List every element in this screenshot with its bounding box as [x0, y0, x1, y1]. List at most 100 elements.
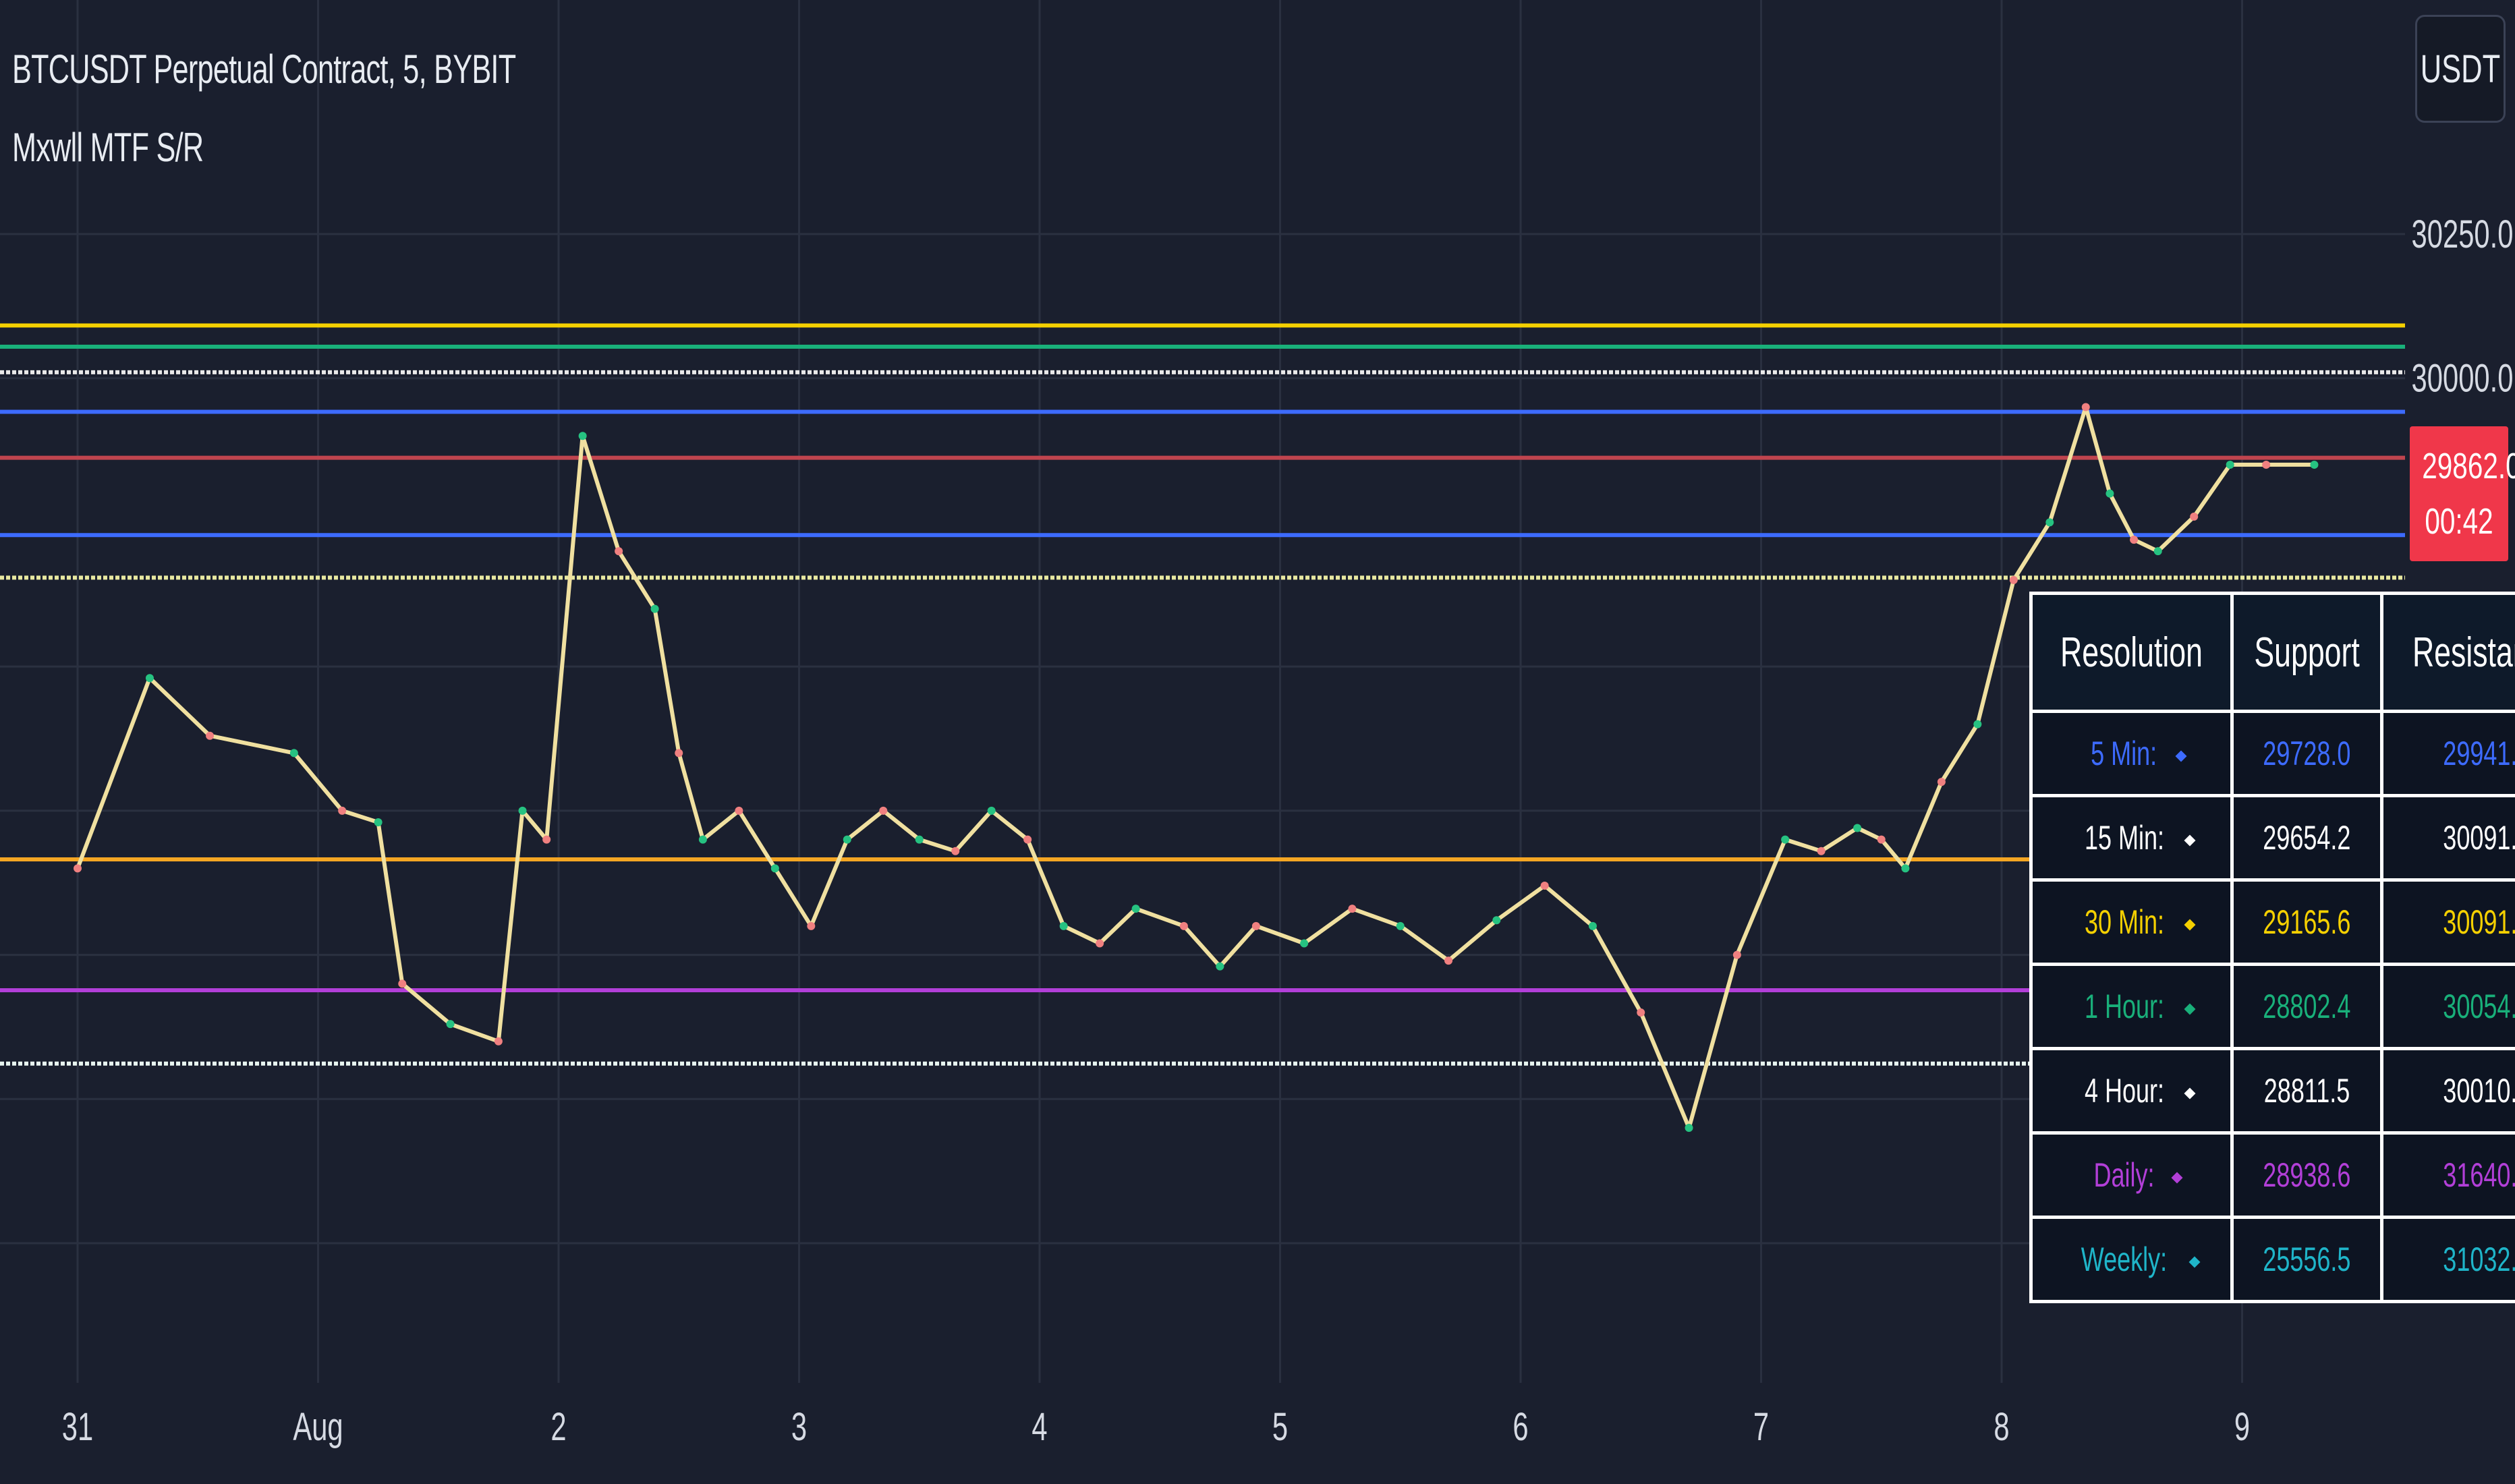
price-point: [1023, 835, 1032, 844]
price-point: [1937, 778, 1946, 787]
support-cell: 29728.0: [2230, 710, 2384, 797]
price-point: [1131, 905, 1140, 913]
diamond-icon: [2184, 1003, 2196, 1015]
price-point: [1637, 1008, 1645, 1017]
x-tick-label: 5: [1272, 1404, 1288, 1448]
price-point: [542, 835, 551, 844]
price-point: [338, 806, 347, 815]
price-point: [1588, 921, 1597, 930]
price-point: [1817, 847, 1826, 855]
price-point: [650, 604, 659, 613]
price-point: [1853, 824, 1862, 832]
price-point: [915, 835, 924, 844]
last-price-tag: 29862.0 00:42: [2410, 426, 2515, 561]
price-point: [770, 864, 779, 873]
price-point: [1732, 950, 1741, 959]
price-point: [74, 864, 82, 873]
price-point: [1685, 1124, 1693, 1133]
resistance-cell: 31032.7: [2380, 1216, 2515, 1303]
price-point: [987, 806, 996, 815]
currency-button-label: USDT: [2420, 47, 2501, 91]
x-tick-label: 2: [550, 1404, 566, 1448]
price-point: [2130, 536, 2139, 544]
chart-title: BTCUSDT Perpetual Contract, 5, BYBIT: [12, 47, 516, 92]
resolution-cell: 1 Hour:: [2029, 963, 2234, 1050]
support-cell: 25556.5: [2230, 1216, 2384, 1303]
x-tick-label: 6: [1513, 1404, 1528, 1448]
support-cell: 28938.6: [2230, 1131, 2384, 1219]
price-point: [1444, 957, 1453, 965]
x-tick-label: 3: [791, 1404, 807, 1448]
support-resistance-table: Resolution Support Resistance 5 Min:2972…: [2029, 592, 2515, 1303]
resistance-cell: 30054.7: [2380, 963, 2515, 1050]
diamond-icon: [2184, 919, 2196, 931]
resolution-cell: 5 Min:: [2029, 710, 2234, 797]
price-point: [1251, 921, 1260, 930]
price-point: [2045, 518, 2054, 527]
y-tick-label: 30000.0: [2412, 356, 2514, 400]
resolution-cell: Weekly:: [2029, 1216, 2234, 1303]
price-point: [1300, 939, 1309, 948]
price-point: [2262, 460, 2271, 469]
table-header-row: Resolution Support Resistance: [2029, 592, 2515, 713]
resolution-cell: 4 Hour:: [2029, 1047, 2234, 1135]
diamond-icon: [2184, 1087, 2196, 1100]
diamond-icon: [2171, 1172, 2183, 1184]
price-point: [374, 818, 383, 826]
price-point: [879, 806, 888, 815]
price-point: [2226, 460, 2234, 469]
resolution-cell: Daily:: [2029, 1131, 2234, 1219]
price-point: [951, 847, 960, 855]
price-point: [1540, 881, 1549, 890]
price-point: [1179, 921, 1188, 930]
x-tick-label: Aug: [293, 1404, 343, 1448]
x-tick-label: 4: [1032, 1404, 1047, 1448]
price-point: [1396, 921, 1405, 930]
price-point: [615, 547, 623, 556]
resistance-cell: 29941.8: [2380, 710, 2515, 797]
currency-button[interactable]: USDT: [2415, 15, 2506, 123]
y-tick-label: 30250.0: [2412, 212, 2514, 256]
price-line: [76, 405, 2315, 1130]
price-point: [1096, 939, 1104, 948]
price-point: [735, 806, 743, 815]
price-point: [518, 806, 527, 815]
indicator-name: Mxwll MTF S/R: [12, 125, 204, 170]
resistance-cell: 31640.6: [2380, 1131, 2515, 1219]
price-point: [289, 749, 298, 758]
price-point: [206, 731, 215, 740]
price-point: [698, 835, 707, 844]
price-point: [843, 835, 851, 844]
support-cell: 28811.5: [2230, 1047, 2384, 1135]
last-price: 29862.0: [2422, 446, 2515, 486]
resistance-cell: 30091.5: [2380, 794, 2515, 882]
support-cell: 29654.2: [2230, 794, 2384, 882]
price-point: [807, 921, 816, 930]
price-point: [1216, 962, 1224, 971]
resistance-cell: 30010.4: [2380, 1047, 2515, 1135]
price-point: [1877, 835, 1886, 844]
x-tick-label: 8: [1994, 1404, 2009, 1448]
price-point: [2310, 460, 2319, 469]
price-point: [446, 1020, 455, 1029]
price-point: [1348, 905, 1357, 913]
support-cell: 29165.6: [2230, 878, 2384, 966]
price-point: [1781, 835, 1790, 844]
price-point: [2081, 403, 2090, 411]
diamond-icon: [2188, 1256, 2201, 1268]
header-resistance: Resistance: [2380, 592, 2515, 713]
x-tick-label: 9: [2234, 1404, 2250, 1448]
x-tick-label: 7: [1753, 1404, 1769, 1448]
price-point: [1973, 720, 1982, 729]
price-point: [2106, 489, 2114, 498]
price-point: [2153, 547, 2162, 556]
price-point: [1492, 916, 1501, 925]
resolution-cell: 15 Min:: [2029, 794, 2234, 882]
price-point: [578, 432, 587, 440]
